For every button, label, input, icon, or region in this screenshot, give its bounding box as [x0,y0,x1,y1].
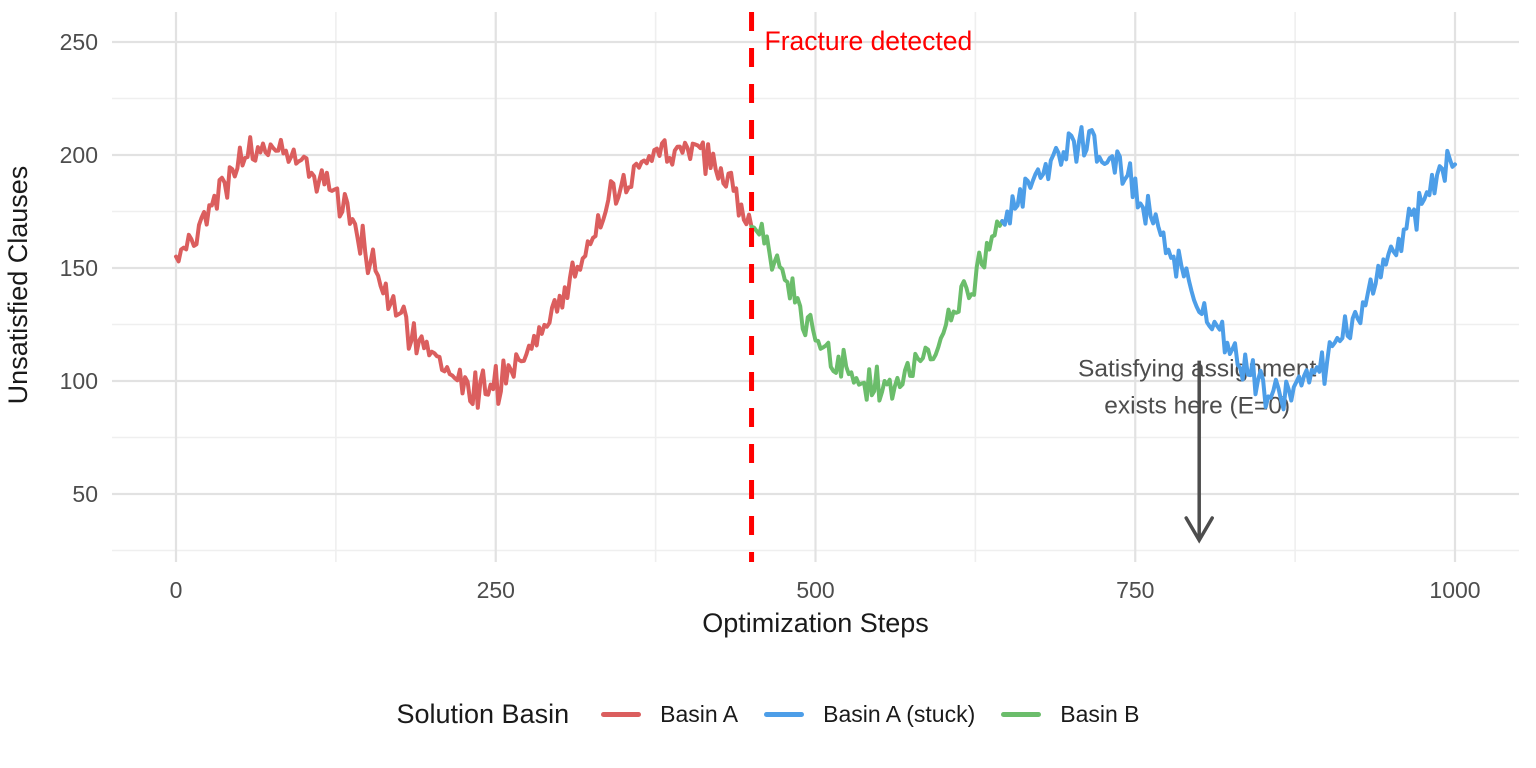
satisfying-arrowhead [1184,516,1214,544]
series-path-basin-a [174,135,754,410]
x-axis-title: Optimization Steps [702,608,929,638]
legend-label-basin-b: Basin B [1060,701,1140,727]
legend-entry-basin-a-stuck: Basin A (stuck) [764,701,975,728]
legend-label-basin-a-stuck: Basin A (stuck) [823,701,976,727]
y-tick-label-200: 200 [60,142,98,168]
legend-entry-basin-a: Basin A [601,701,738,728]
legend-label-basin-a: Basin A [660,701,739,727]
legend: Solution Basin Basin A Basin A (stuck) B… [0,699,1536,730]
legend-key-basin-a-stuck [764,712,805,717]
y-tick-label-150: 150 [60,255,98,281]
y-tick-label-250: 250 [60,29,98,55]
x-tick-label-1000: 1000 [1429,577,1480,603]
y-tick-label-50: 50 [72,481,98,507]
x-tick-label-750: 750 [1116,577,1154,603]
satisfying-label-line1: Satisfying assignment [1078,356,1317,383]
satisfying-label-line2: exists here (E=0) [1104,393,1290,420]
legend-entry-basin-b: Basin B [1001,701,1140,728]
x-tick-label-250: 250 [477,577,515,603]
x-tick-label-500: 500 [796,577,834,603]
y-axis-title: Unsatisfied Clauses [3,166,33,405]
legend-title: Solution Basin [396,699,570,729]
series-path-basin-a-stuck [1000,125,1457,412]
legend-key-basin-a [601,712,642,717]
chart-canvas: Satisfying assignment exists here (E=0) Fr… [3,12,1519,638]
legend-key-basin-b [1001,712,1042,717]
fracture-label: Fracture detected [765,26,973,56]
series-path-basin-b [749,219,1005,403]
y-tick-label-100: 100 [60,368,98,394]
x-tick-label-0: 0 [170,577,183,603]
